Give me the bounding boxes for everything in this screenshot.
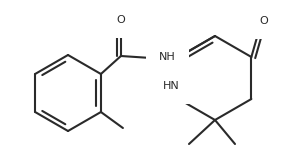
Text: O: O — [116, 15, 125, 25]
Text: O: O — [259, 16, 268, 26]
Text: HN: HN — [163, 81, 180, 91]
Text: NH: NH — [159, 52, 176, 62]
